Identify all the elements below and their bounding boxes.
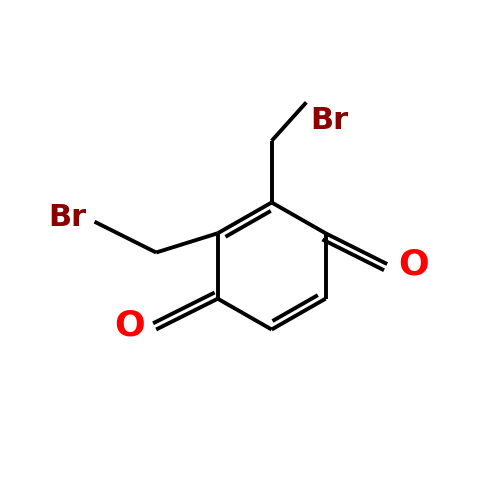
Text: O: O: [398, 247, 430, 281]
Text: Br: Br: [310, 106, 348, 135]
Text: O: O: [114, 308, 144, 342]
Text: Br: Br: [48, 204, 87, 233]
